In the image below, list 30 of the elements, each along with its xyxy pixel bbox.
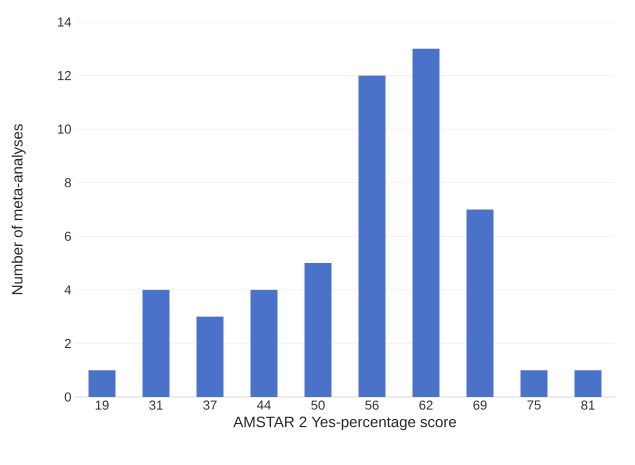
bar <box>196 316 224 397</box>
bar <box>574 370 602 397</box>
bar <box>358 76 386 397</box>
x-tick-label: 37 <box>203 400 217 410</box>
bar <box>304 263 332 397</box>
x-tick-label: 44 <box>257 400 271 410</box>
y-tick-label: 2 <box>64 338 71 348</box>
bar <box>88 370 116 397</box>
x-tick-label: 56 <box>365 400 379 410</box>
bar <box>142 290 170 397</box>
x-tick-label: 19 <box>96 400 109 410</box>
bar <box>412 48 440 397</box>
y-tick-label: 12 <box>58 71 71 80</box>
y-tick-label: 8 <box>64 178 71 188</box>
y-tick-label: 0 <box>64 392 71 402</box>
x-tick-label: 75 <box>527 400 541 410</box>
y-tick-label: 10 <box>58 124 71 134</box>
bar <box>520 370 548 397</box>
y-tick-label: 14 <box>58 18 72 26</box>
x-axis-title: AMSTAR 2 Yes-percentage score <box>233 416 456 430</box>
x-tick-label: 50 <box>311 400 325 410</box>
y-tick-label: 6 <box>64 232 71 241</box>
x-tick-label: 31 <box>149 400 163 410</box>
bar <box>466 209 494 397</box>
x-tick-label: 81 <box>581 400 595 410</box>
y-axis-title: Number of meta-analyses <box>12 124 26 294</box>
x-tick-label: 69 <box>473 400 487 410</box>
y-tick-label: 4 <box>64 285 72 294</box>
bar <box>250 290 278 397</box>
x-tick-label: 62 <box>419 400 433 410</box>
